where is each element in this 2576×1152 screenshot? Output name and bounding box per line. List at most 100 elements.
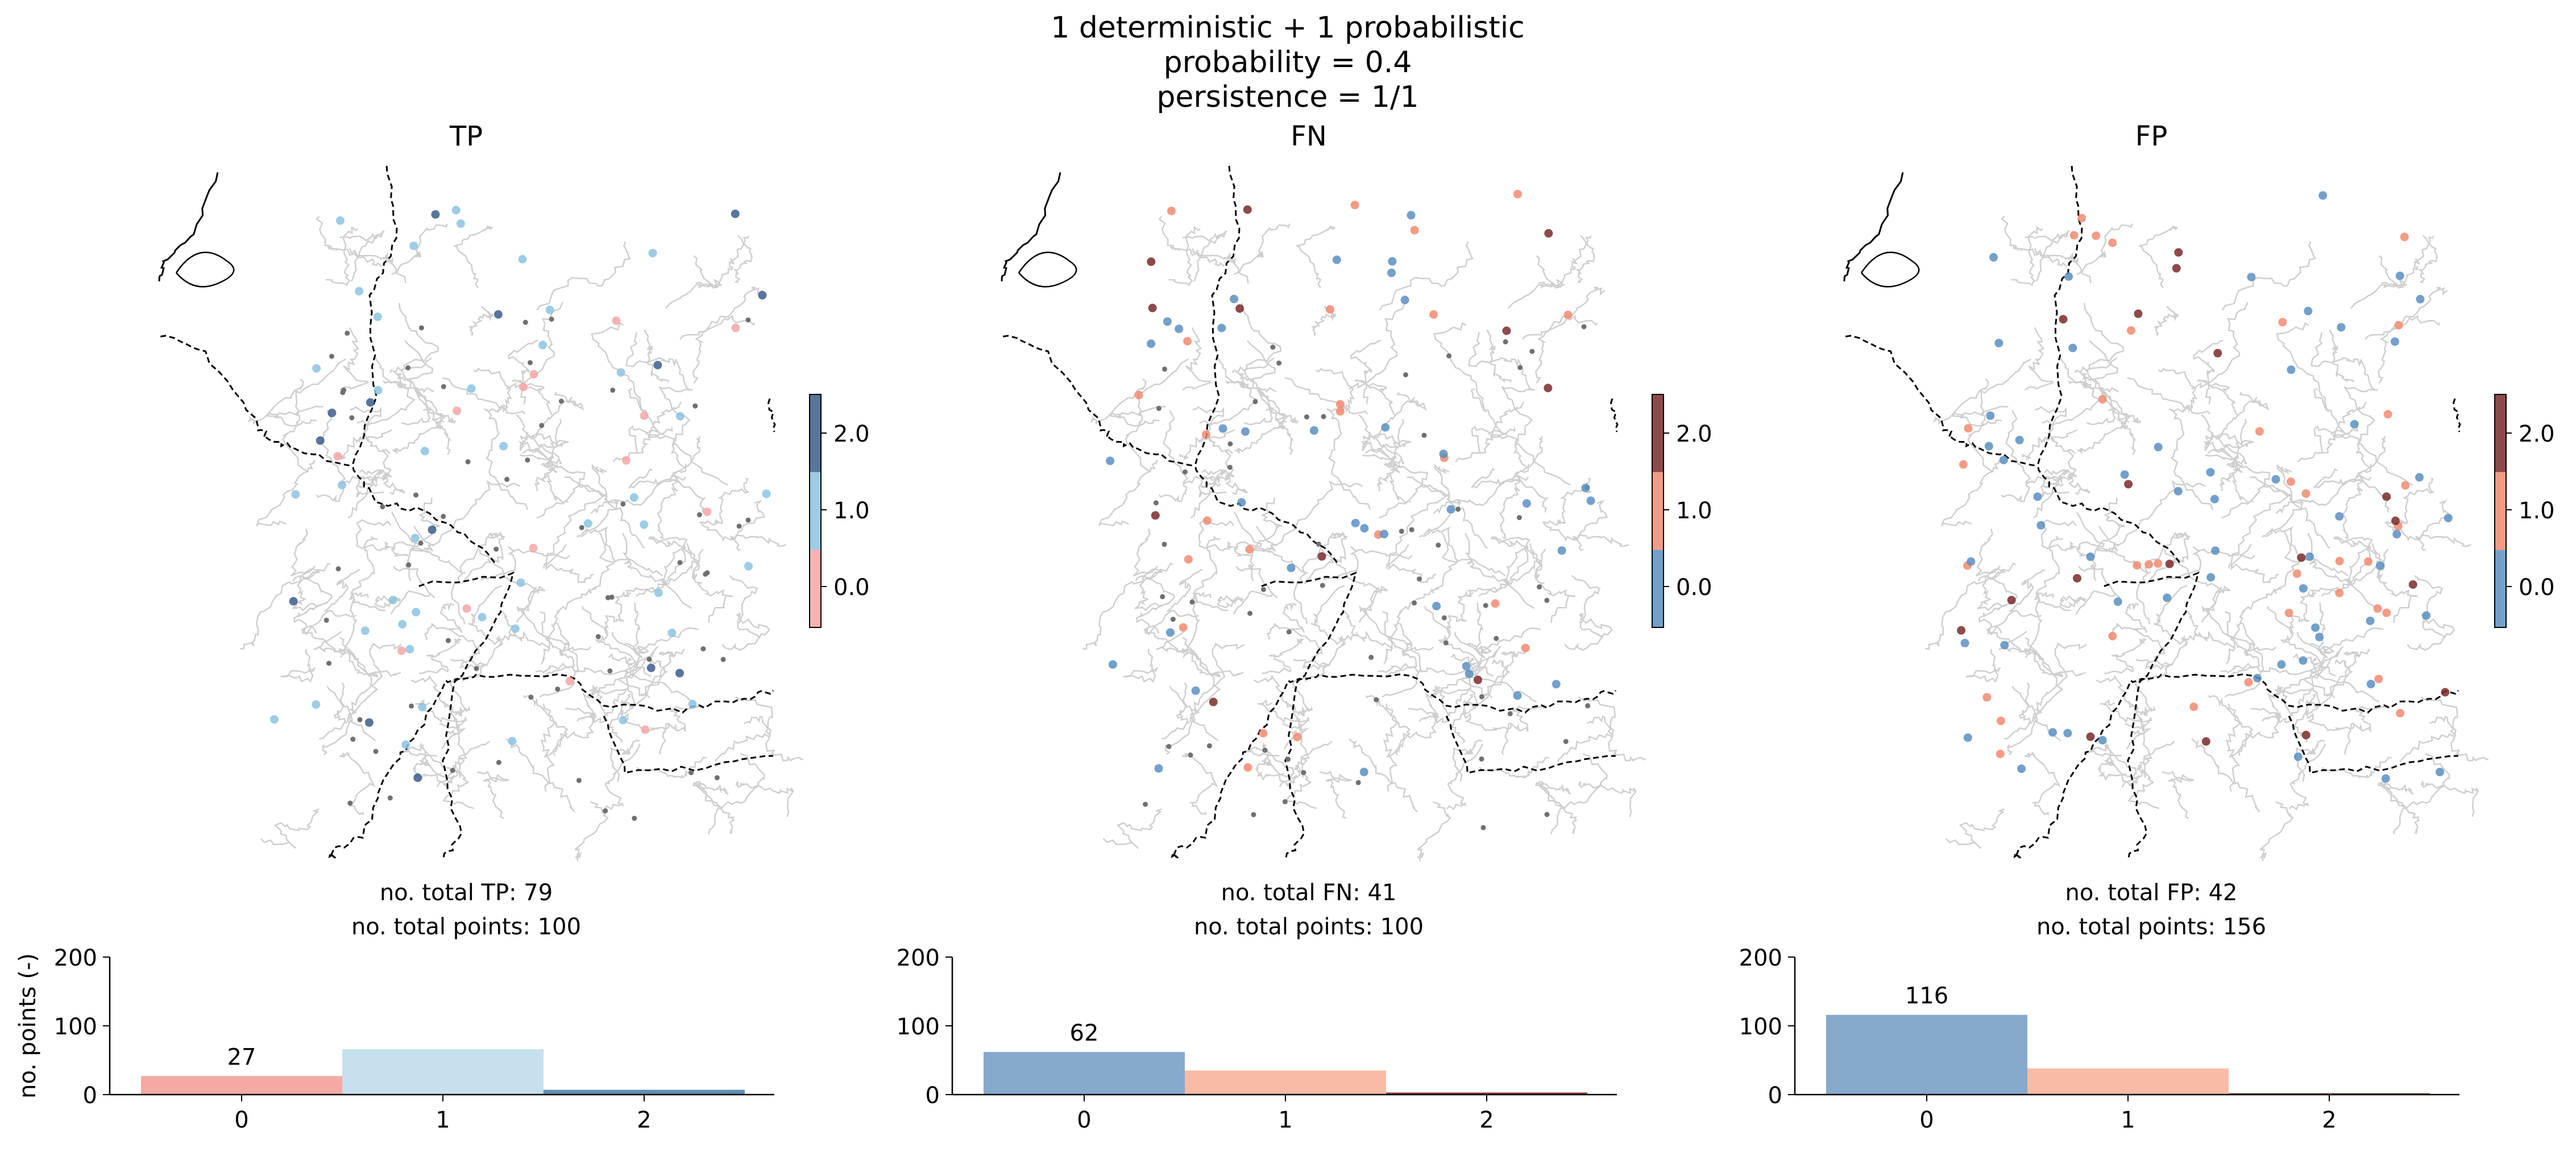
station-point [1282, 799, 1288, 805]
border [445, 673, 774, 714]
station-point [349, 415, 355, 421]
station-point [450, 768, 455, 773]
station-point [2086, 732, 2095, 741]
station-point [511, 624, 520, 633]
station-point [336, 216, 345, 225]
river [391, 223, 448, 275]
station-point [2134, 309, 2143, 318]
station-point [269, 715, 279, 724]
station-point [2416, 294, 2425, 303]
river [348, 469, 387, 519]
total-label: no. total TP: 79 [380, 880, 553, 906]
panel-tp: TP 0.0 1.0 2.0 no. total TP: 79 no. total poi… [158, 120, 870, 940]
station-point [1252, 399, 1258, 405]
station-point [675, 668, 684, 677]
river [1977, 562, 2016, 612]
river [1925, 565, 2001, 650]
station-point [323, 617, 329, 623]
station-point [2286, 477, 2295, 486]
river [389, 303, 439, 374]
station-point [1516, 515, 1522, 521]
river [420, 480, 521, 554]
station-point [1134, 390, 1143, 400]
x-tick-label: 1 [1278, 1107, 1292, 1133]
station-point [714, 775, 720, 780]
river [375, 357, 408, 390]
river [1462, 659, 1510, 708]
station-point [2382, 608, 2391, 617]
y-tick-label: 0 [1768, 1083, 1782, 1109]
colorbar: 0.0 1.0 2.0 [2494, 394, 2555, 628]
station-point [1262, 747, 1268, 753]
bar-chart-tp: 27 0 1 2 0 100 200 no. points (-) [15, 945, 774, 1133]
station-point [1160, 594, 1165, 600]
river-network [240, 215, 804, 862]
river [2220, 472, 2254, 504]
station-point [720, 656, 726, 662]
bar-2 [544, 1089, 745, 1095]
station-point [2064, 272, 2073, 281]
x-tick-label: 2 [637, 1107, 651, 1133]
y-tick-label: 0 [83, 1083, 97, 1109]
river [2021, 429, 2078, 460]
station-point [409, 703, 414, 709]
colorbar-segment [2495, 550, 2506, 627]
river [1534, 548, 1575, 623]
river [1535, 781, 1578, 834]
station-point [1188, 752, 1193, 758]
border [2130, 673, 2459, 714]
station-point [1963, 733, 1972, 742]
station-point [2373, 604, 2382, 613]
river [1179, 429, 1235, 460]
colorbar-segment [2495, 394, 2506, 472]
station-point [1147, 339, 1156, 348]
station-point [2015, 435, 2024, 444]
bar-0 [984, 1051, 1185, 1095]
station-point [1544, 229, 1553, 238]
station-point [2318, 191, 2328, 200]
station-point [373, 748, 379, 754]
river [589, 685, 629, 717]
river [1123, 648, 1159, 683]
station-point [1237, 498, 1246, 507]
station-point [2392, 530, 2401, 539]
station-point [1335, 407, 1345, 416]
station-point [1165, 628, 1175, 637]
station-point [1996, 750, 2005, 759]
river [2305, 659, 2353, 708]
station-point [1989, 253, 1998, 262]
station-point [2069, 231, 2079, 240]
river [580, 526, 663, 577]
station-point [412, 608, 421, 617]
river [2162, 771, 2195, 819]
station-point [529, 543, 538, 552]
colorbar-tick-label: 1.0 [833, 498, 870, 524]
station-point [2301, 489, 2310, 498]
river [1090, 358, 1189, 426]
river [1491, 427, 1571, 486]
station-point [409, 242, 418, 251]
station-point [2098, 735, 2107, 745]
river [591, 322, 644, 413]
station-point [1479, 694, 1484, 700]
river [1397, 622, 1434, 656]
border [328, 683, 445, 859]
station-point [1247, 610, 1253, 616]
station-point [1147, 257, 1156, 267]
station-point [2017, 764, 2026, 773]
bar-1 [1185, 1070, 1386, 1095]
river [2146, 531, 2189, 585]
station-point [1986, 411, 1995, 420]
station-point [558, 398, 564, 404]
station-point [2000, 641, 2009, 650]
river [2329, 330, 2354, 383]
station-point [603, 808, 608, 814]
river [1434, 464, 1488, 549]
river [419, 638, 462, 675]
station-point [2422, 611, 2431, 620]
station-point [2293, 752, 2303, 762]
colorbar-frame [2494, 394, 2507, 628]
river [1266, 602, 1305, 640]
station-point [1446, 505, 1455, 514]
bar-data-label: 116 [1905, 983, 1948, 1009]
